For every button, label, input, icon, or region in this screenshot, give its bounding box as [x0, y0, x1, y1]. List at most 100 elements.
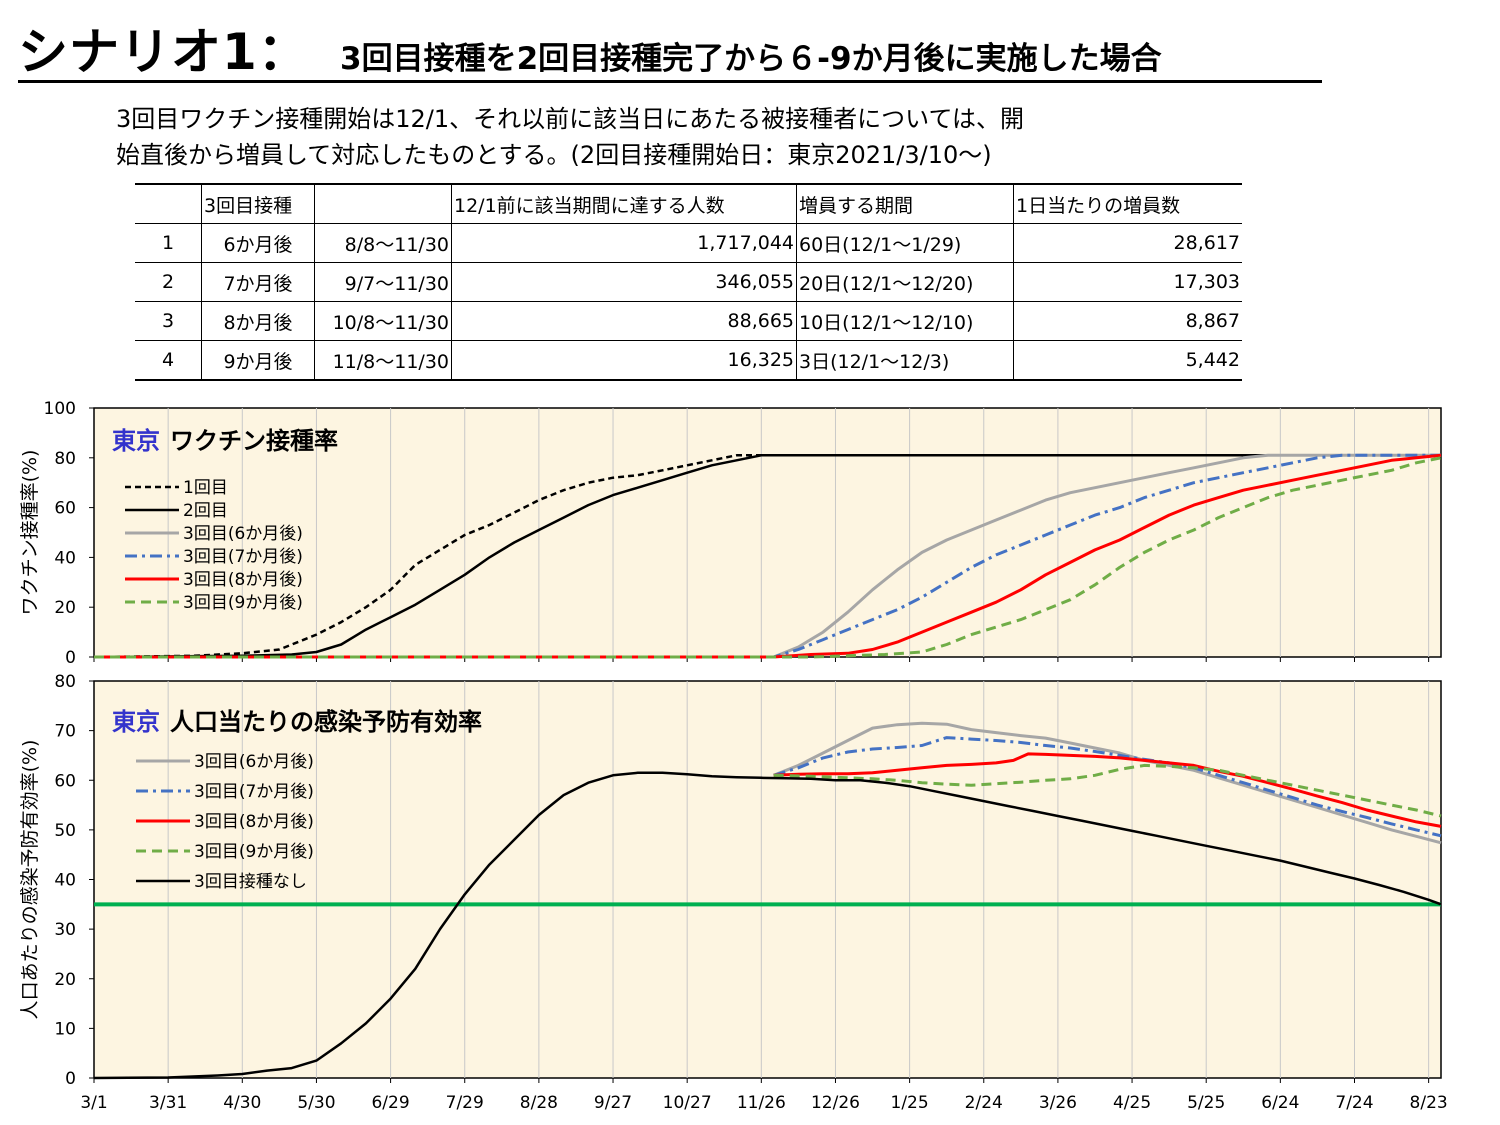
- table-cell: 5,442: [1013, 340, 1242, 381]
- table-cell: 17,303: [1013, 262, 1242, 302]
- x-tick-label: 5/30: [297, 1093, 335, 1113]
- title-block: シナリオ1： 3回目接種を2回目接種完了から６-9か月後に実施した場合: [18, 22, 1328, 86]
- table-cell: 8/8～11/30: [314, 223, 452, 263]
- legend-label: 3回目(9か月後): [194, 842, 314, 862]
- y-tick-label: 80: [54, 672, 76, 692]
- x-tick-label: 4/30: [223, 1093, 261, 1113]
- y-tick-label: 20: [54, 970, 76, 990]
- y-tick-label: 70: [54, 722, 76, 742]
- x-tick-label: 4/25: [1113, 1093, 1151, 1113]
- table-cell: 10日(12/1～12/10): [796, 301, 1014, 341]
- chart-title: 東京 人口当たりの感染予防有効率: [112, 708, 482, 736]
- x-tick-label: 11/26: [737, 1093, 786, 1113]
- x-tick-label: 5/25: [1187, 1093, 1225, 1113]
- table-cell: 88,665: [451, 301, 797, 341]
- series-line: [94, 453, 1441, 659]
- page-title: シナリオ1：: [18, 23, 309, 81]
- table-cell: 9か月後: [201, 340, 315, 381]
- table-header-cell: 12/1前に該当期間に達する人数: [451, 183, 797, 224]
- y-tick-label: 80: [54, 449, 76, 469]
- series-line: [94, 453, 1442, 659]
- series-line: [773, 763, 1442, 818]
- y-tick-label: 0: [65, 1069, 76, 1089]
- chart-title-text: 人口当たりの感染予防有効率: [170, 708, 482, 736]
- table-row: 4 9か月後 11/8～11/30 16,325 3日(12/1～12/3) 5…: [135, 340, 1242, 381]
- x-tick-label: 12/26: [811, 1093, 860, 1113]
- x-tick-label: 10/27: [663, 1093, 712, 1113]
- table-cell: 8か月後: [201, 301, 315, 341]
- table-cell: 16,325: [451, 340, 797, 381]
- chart-title-prefix: 東京: [112, 427, 160, 455]
- series-line: [773, 721, 1442, 845]
- table-cell: 9/7～11/30: [314, 262, 452, 302]
- x-tick-label: 6/29: [371, 1093, 409, 1113]
- x-tick-label: 3/31: [149, 1093, 187, 1113]
- table-row: 3 8か月後 10/8～11/30 88,665 10日(12/1～12/10)…: [135, 301, 1242, 341]
- chart-title-prefix: 東京: [112, 708, 160, 736]
- description: 3回目ワクチン接種開始は12/1、それ以前に該当日にあたる被接種者については、開…: [116, 101, 1256, 173]
- table-row: 2 7か月後 9/7～11/30 346,055 20日(12/1～12/20)…: [135, 262, 1242, 302]
- table-cell: 8,867: [1013, 301, 1242, 341]
- series-line: [94, 453, 1441, 659]
- y-tick-label: 60: [54, 771, 76, 791]
- series-line: [94, 456, 1442, 659]
- x-tick-label: 7/29: [446, 1093, 484, 1113]
- table-header-cell: 3回目接種: [201, 183, 315, 224]
- chart-panel-2: 0 10 20 30 40 50 60 70 80 3/1 3/31 4/30 5/30 6/29 7/29…: [19, 672, 1448, 1113]
- table-header-row: 3回目接種 12/1前に該当期間に達する人数 増員する期間 1日当たりの増員数: [135, 183, 1242, 224]
- y-tick-label: 40: [54, 548, 76, 568]
- chart-title-text: ワクチン接種率: [170, 427, 338, 455]
- table-cell: 60日(12/1～1/29): [796, 223, 1014, 263]
- y-tick-label: 0: [65, 648, 76, 668]
- y-axis-label: ワクチン接種率(%): [19, 450, 41, 616]
- chart-panel-1: 0 20 40 60 80 100 ワクチン接種率(%) 東京 ワクチン接種率 1回目 2回目 3回目…: [19, 399, 1442, 668]
- y-axis-label: 人口あたりの感染予防有効率(%): [19, 740, 41, 1020]
- schedule-table: 3回目接種 12/1前に該当期間に達する人数 増員する期間 1日当たりの増員数 …: [135, 183, 1242, 381]
- x-tick-label: 9/27: [594, 1093, 632, 1113]
- legend-label: 3回目(6か月後): [183, 524, 303, 544]
- legend-label: 3回目(7か月後): [183, 547, 303, 567]
- legend-label: 3回目(9か月後): [183, 593, 303, 613]
- description-line-1: 3回目ワクチン接種開始は12/1、それ以前に該当日にあたる被接種者については、開: [116, 105, 1024, 133]
- x-tick-label: 2/24: [965, 1093, 1003, 1113]
- plot-area: [93, 407, 1442, 658]
- table-cell: 2: [135, 262, 202, 302]
- x-tick-label: 3/1: [80, 1093, 107, 1113]
- title-underline: [18, 80, 1322, 83]
- y-tick-label: 40: [54, 871, 76, 891]
- table-cell: 3日(12/1～12/3): [796, 340, 1014, 381]
- legend-label: 3回目(8か月後): [183, 570, 303, 590]
- y-tick-label: 30: [54, 920, 76, 940]
- y-tick-label: 60: [54, 499, 76, 519]
- table-cell: 7か月後: [201, 262, 315, 302]
- description-line-2: 始直後から増員して対応したものとする。(2回目接種開始日：東京2021/3/10…: [116, 141, 992, 169]
- table-cell: 10/8～11/30: [314, 301, 452, 341]
- y-tick-label: 50: [54, 821, 76, 841]
- legend-label: 3回目接種なし: [194, 872, 307, 892]
- legend-label: 3回目(6か月後): [194, 752, 314, 772]
- x-tick-label: 7/24: [1335, 1093, 1373, 1113]
- series-line: [773, 736, 1442, 838]
- legend-label: 3回目(8か月後): [194, 812, 314, 832]
- y-tick-label: 100: [44, 399, 76, 419]
- table-cell: 1,717,044: [451, 223, 797, 263]
- series-line: [93, 454, 1441, 659]
- x-tick-label: 8/28: [520, 1093, 558, 1113]
- series-line: [93, 454, 1441, 659]
- table-cell: 20日(12/1～12/20): [796, 262, 1014, 302]
- series-line: [773, 752, 1442, 828]
- legend-label: 3回目(7か月後): [194, 782, 314, 802]
- y-tick-label: 10: [54, 1019, 76, 1039]
- page-subtitle: 3回目接種を2回目接種完了から６-9か月後に実施した場合: [340, 41, 1162, 77]
- table-cell: 4: [135, 340, 202, 381]
- x-tick-label: 6/24: [1261, 1093, 1299, 1113]
- table-header-cell: 1日当たりの増員数: [1013, 183, 1242, 224]
- legend-label: 2回目: [183, 501, 228, 521]
- chart-title: 東京 ワクチン接種率: [112, 427, 338, 455]
- x-tick-label: 8/23: [1410, 1093, 1448, 1113]
- x-tick-label: 3/26: [1039, 1093, 1077, 1113]
- legend-label: 1回目: [183, 478, 228, 498]
- x-tick-label: 1/25: [891, 1093, 929, 1113]
- series-line: [93, 771, 1442, 1080]
